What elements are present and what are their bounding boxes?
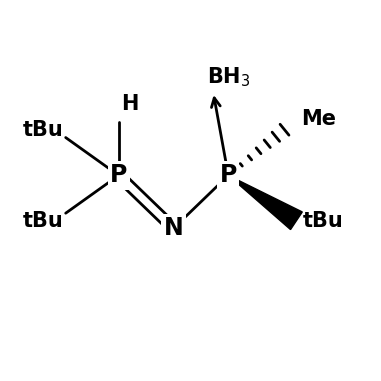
Text: tBu: tBu	[22, 211, 63, 231]
Text: H: H	[121, 93, 139, 114]
Text: N: N	[163, 216, 183, 240]
Text: P: P	[110, 163, 127, 187]
Text: tBu: tBu	[303, 211, 343, 231]
Polygon shape	[228, 175, 302, 230]
Text: BH$_3$: BH$_3$	[207, 65, 250, 89]
Text: P: P	[219, 163, 237, 187]
Text: Me: Me	[302, 109, 336, 129]
Text: tBu: tBu	[22, 120, 63, 140]
